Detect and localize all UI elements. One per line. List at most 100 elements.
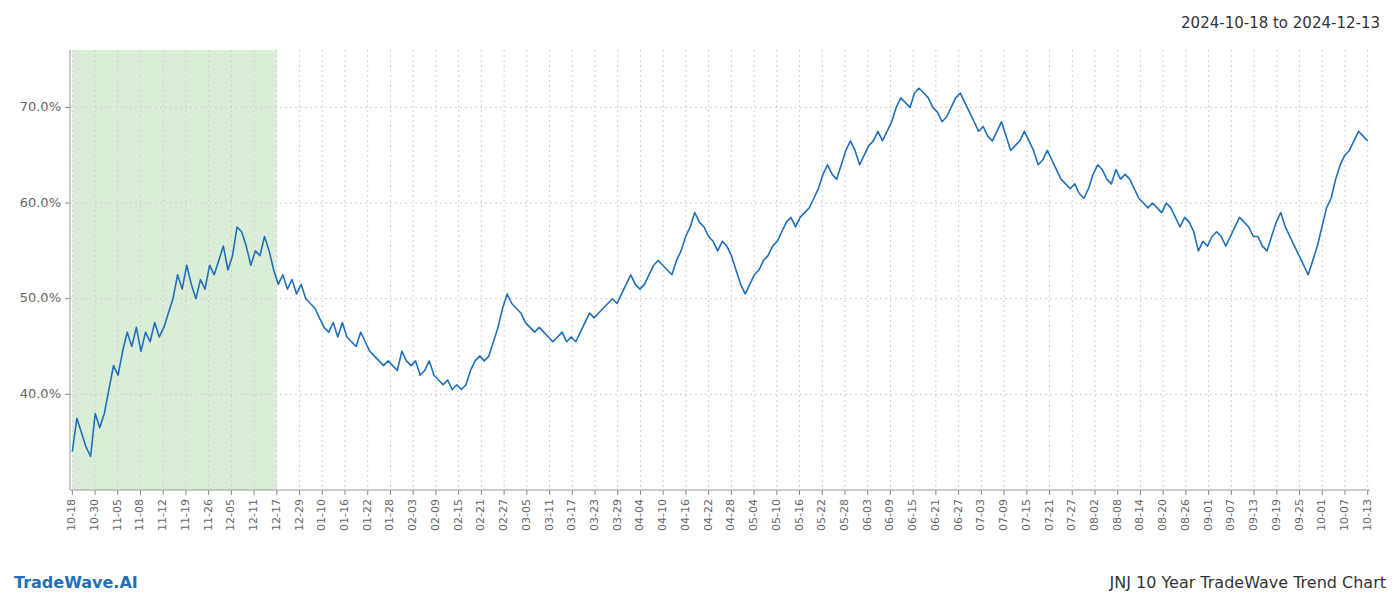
y-tick-label: 60.0% [20,195,61,210]
x-tick [685,490,686,495]
x-tick [185,490,186,495]
x-tick [1344,490,1345,495]
x-tick [754,490,755,495]
x-tick [822,490,823,495]
x-tick-label: 07-27 [1065,499,1078,531]
x-tick-label: 08-02 [1088,499,1101,531]
x-tick-label: 11-26 [202,499,215,531]
x-tick-label: 02-03 [406,499,419,531]
x-tick [1276,490,1277,495]
x-tick-label: 10-13 [1361,499,1374,531]
x-grid-line [1140,50,1141,490]
y-grid-line [70,394,1370,395]
x-tick [867,490,868,495]
x-tick-label: 07-21 [1043,499,1056,531]
x-grid-line [390,50,391,490]
x-tick [1322,490,1323,495]
x-tick-label: 04-28 [724,499,737,531]
x-tick-label: 01-28 [383,499,396,531]
x-tick-label: 12-17 [270,499,283,531]
x-tick [549,490,550,495]
trend-line [72,88,1367,456]
x-grid-line [1276,50,1277,490]
x-tick [140,490,141,495]
x-tick [935,490,936,495]
x-tick-label: 06-21 [929,499,942,531]
footer-right: JNJ 10 Year TradeWave Trend Chart [1108,573,1386,592]
chart-container: 40.0%50.0%60.0%70.0%10-1810-3011-0511-08… [0,0,1400,600]
x-tick [1026,490,1027,495]
x-grid-line [140,50,141,490]
highlight-span [72,50,277,490]
x-grid-line [458,50,459,490]
x-tick [1049,490,1050,495]
x-tick [708,490,709,495]
x-tick-label: 04-16 [679,499,692,531]
x-tick-label: 05-28 [838,499,851,531]
x-tick [1004,490,1005,495]
x-grid-line [1322,50,1323,490]
x-grid-line [1117,50,1118,490]
x-tick-label: 03-11 [543,499,556,531]
x-grid-line [731,50,732,490]
x-tick-label: 08-14 [1133,499,1146,531]
x-tick-label: 09-19 [1270,499,1283,531]
x-tick-label: 04-22 [702,499,715,531]
x-grid-line [1049,50,1050,490]
x-grid-line [708,50,709,490]
x-tick-label: 05-10 [770,499,783,531]
x-tick [663,490,664,495]
x-grid-line [367,50,368,490]
x-grid-line [254,50,255,490]
x-tick-label: 05-04 [747,499,760,531]
x-tick-label: 10-18 [65,499,78,531]
x-grid-line [1072,50,1073,490]
y-tick [65,394,70,395]
x-grid-line [549,50,550,490]
x-tick [299,490,300,495]
x-grid-line [890,50,891,490]
x-tick [413,490,414,495]
x-tick-label: 09-07 [1224,499,1237,531]
grid [70,50,1370,490]
y-tick [65,298,70,299]
x-tick [799,490,800,495]
x-tick [1254,490,1255,495]
x-tick-label: 03-29 [611,499,624,531]
x-tick-label: 10-07 [1338,499,1351,531]
x-tick [367,490,368,495]
x-grid-line [1208,50,1209,490]
x-grid-line [117,50,118,490]
x-tick [844,490,845,495]
x-grid-line [1163,50,1164,490]
x-tick [163,490,164,495]
y-tick [65,107,70,108]
x-grid-line [1094,50,1095,490]
x-tick-label: 01-22 [361,499,374,531]
x-grid-line [958,50,959,490]
x-grid-line [685,50,686,490]
x-tick [526,490,527,495]
x-tick-label: 10-30 [88,499,101,531]
x-tick-label: 11-12 [156,499,169,531]
axes: 40.0%50.0%60.0%70.0%10-1810-3011-0511-08… [20,50,1374,531]
y-tick-label: 70.0% [20,99,61,114]
x-tick [435,490,436,495]
x-tick [913,490,914,495]
x-tick [1094,490,1095,495]
x-tick-label: 12-05 [224,499,237,531]
x-grid-line [776,50,777,490]
x-grid-line [163,50,164,490]
x-tick-label: 05-22 [815,499,828,531]
x-tick-label: 02-09 [429,499,442,531]
x-tick [981,490,982,495]
x-axis-line [70,490,1370,491]
x-tick-label: 09-13 [1247,499,1260,531]
x-tick [890,490,891,495]
x-grid-line [617,50,618,490]
y-axis-line [70,50,71,490]
x-tick [1140,490,1141,495]
x-tick-label: 01-10 [315,499,328,531]
x-tick-label: 03-05 [520,499,533,531]
x-grid-line [322,50,323,490]
